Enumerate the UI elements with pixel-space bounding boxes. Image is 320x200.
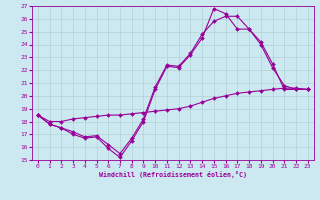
X-axis label: Windchill (Refroidissement éolien,°C): Windchill (Refroidissement éolien,°C) (99, 171, 247, 178)
